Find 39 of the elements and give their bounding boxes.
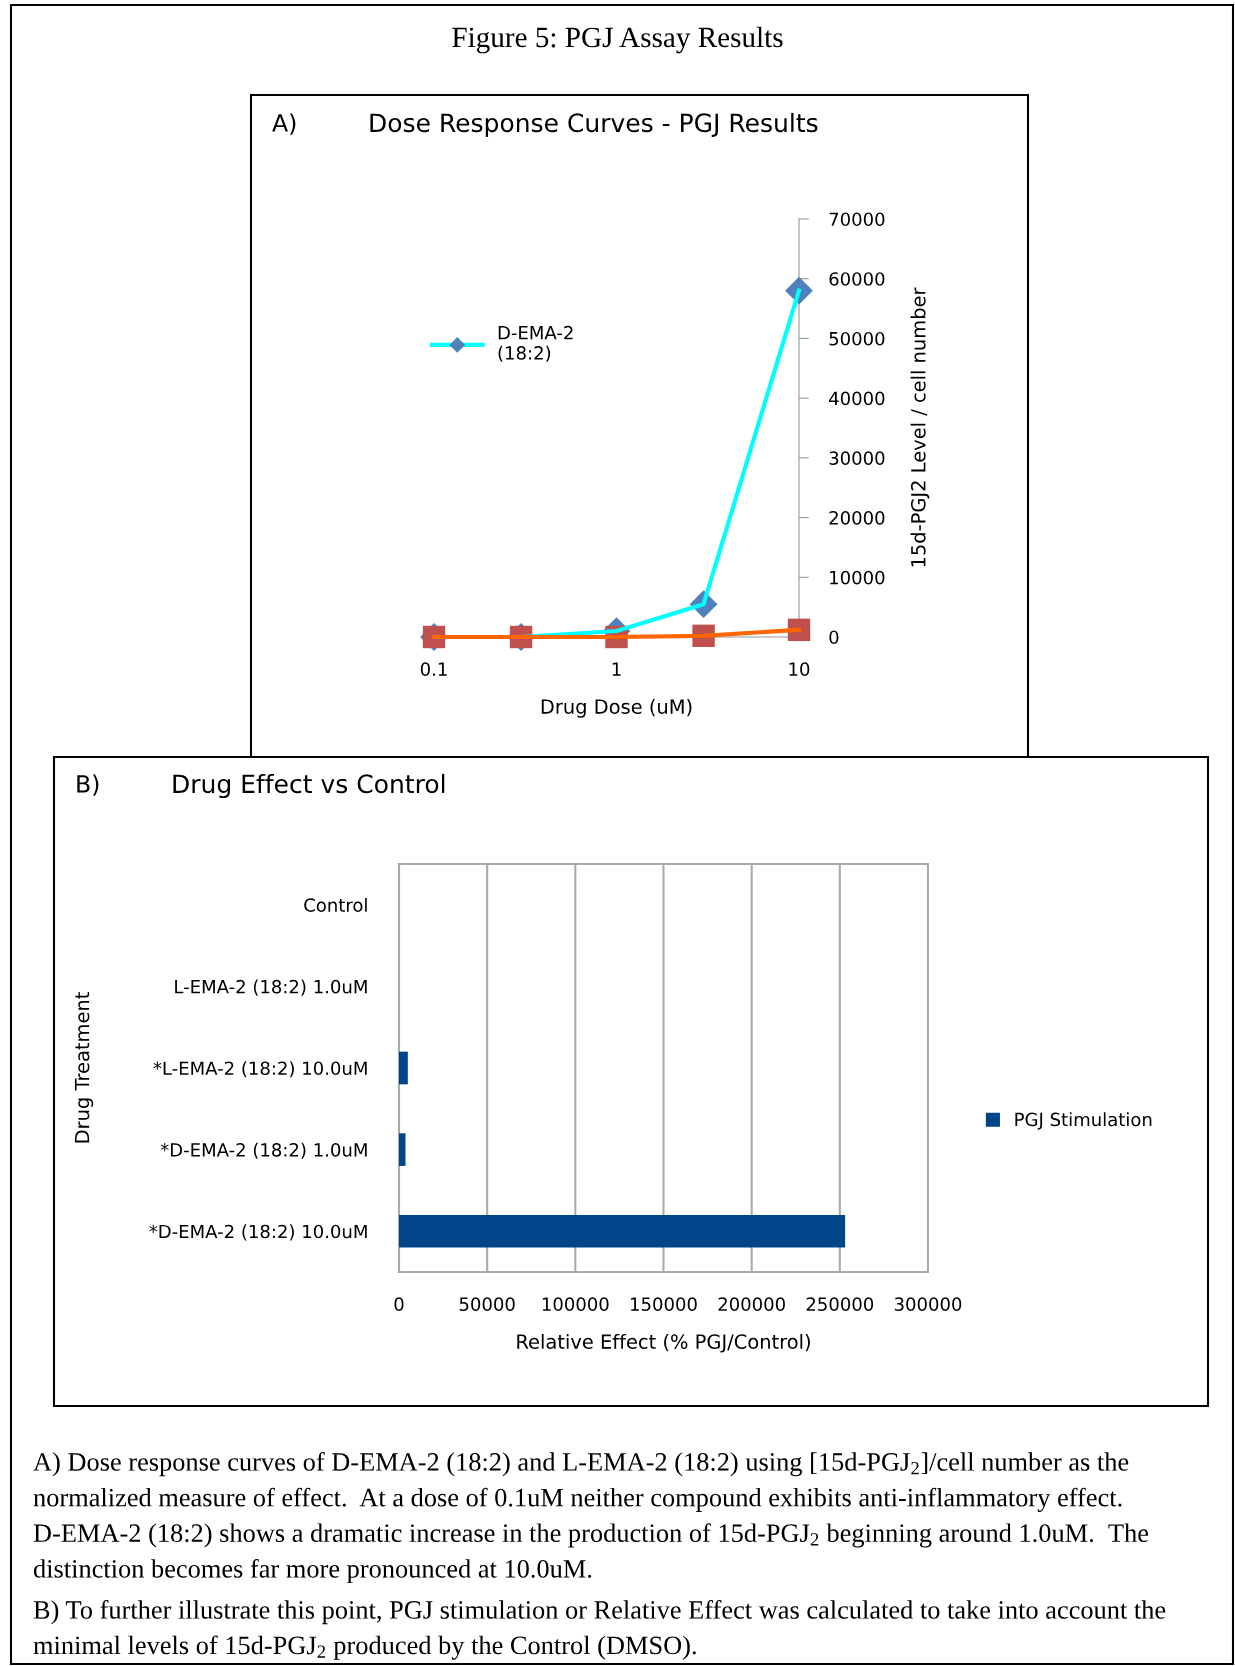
y2-tick-label: 30000 xyxy=(829,451,885,465)
y-tick-label: L-EMA-2 (18:2) 1.0uM xyxy=(175,979,367,996)
y2-axis-title: 15d-PGJ2 Level / cell number xyxy=(910,287,930,567)
text: A) xyxy=(272,113,296,135)
x-tick-label: 200000 xyxy=(718,1297,785,1311)
x-tick-label: 50000 xyxy=(459,1297,515,1311)
x-tick-label: 1 xyxy=(612,662,621,676)
bar xyxy=(399,1214,846,1248)
x-tick-label: 100000 xyxy=(542,1297,609,1311)
x-tick-label: 0.1 xyxy=(420,662,447,676)
legend-label: PGJ Stimulation xyxy=(1015,1112,1152,1130)
text: B) xyxy=(77,774,99,796)
x-axis-title: Relative Effect (% PGJ/Control) xyxy=(517,1333,810,1353)
x-tick-label: 150000 xyxy=(631,1297,697,1311)
y-tick-label: *D-EMA-2 (18:2) 1.0uM xyxy=(160,1142,367,1159)
y2-tick-label: 10000 xyxy=(830,570,885,585)
y2-tick-label: 70000 xyxy=(829,212,885,227)
text: B) To further illustrate this point, PGJ stimulation or Relative Effect was calculated to take into account the minimal levels of 15d-PGJ$_{2}$ produced by the Control (DMSO). xyxy=(33,1600,1166,1660)
y2-tick-label: 40000 xyxy=(829,391,885,406)
y-tick-label: *L-EMA-2 (18:2) 10.0uM xyxy=(153,1061,367,1078)
x-tick-label: 10 xyxy=(789,662,810,676)
x-tick-label: 0 xyxy=(394,1297,404,1311)
legend-label: D-EMA-2 (18:2) xyxy=(498,325,573,362)
x-tick-label: 250000 xyxy=(806,1297,874,1311)
y2-tick-label: 60000 xyxy=(829,272,885,286)
x-tick-label: 300000 xyxy=(894,1297,962,1311)
y2-tick-label: 50000 xyxy=(829,331,885,346)
y-axis-title: Drug Treatment xyxy=(74,992,94,1143)
bar xyxy=(399,1133,406,1166)
y2-tick-label: 0 xyxy=(829,630,839,645)
y-tick-label: Control xyxy=(304,897,367,912)
chart-title: Dose Response Curves - PGJ Results xyxy=(370,112,818,138)
caption: Figure 5: PGJ Assay Results xyxy=(452,26,783,54)
x-axis-title: Drug Dose (uM) xyxy=(541,698,692,718)
chart-title: Drug Effect vs Control xyxy=(173,773,445,799)
y-tick-label: *D-EMA-2 (18:2) 10.0uM xyxy=(149,1224,367,1241)
text: A) Dose response curves of D-EMA-2 (18:2) and L-EMA-2 (18:2) using [15d-PGJ$_{2}$]/cell number as the normalized measure of effect. At a dose of 0.1uM neither compound exhibits anti-inflammatory effect. D-EMA-2 (18:2) shows a dramatic increase in the production of 15d-PGJ$_{2}$ beginning around 1.0uM. The distinction becomes far more pronounced at 10.0uM. xyxy=(33,1452,1149,1584)
y2-tick-label: 20000 xyxy=(829,511,885,525)
bar xyxy=(399,1051,408,1085)
